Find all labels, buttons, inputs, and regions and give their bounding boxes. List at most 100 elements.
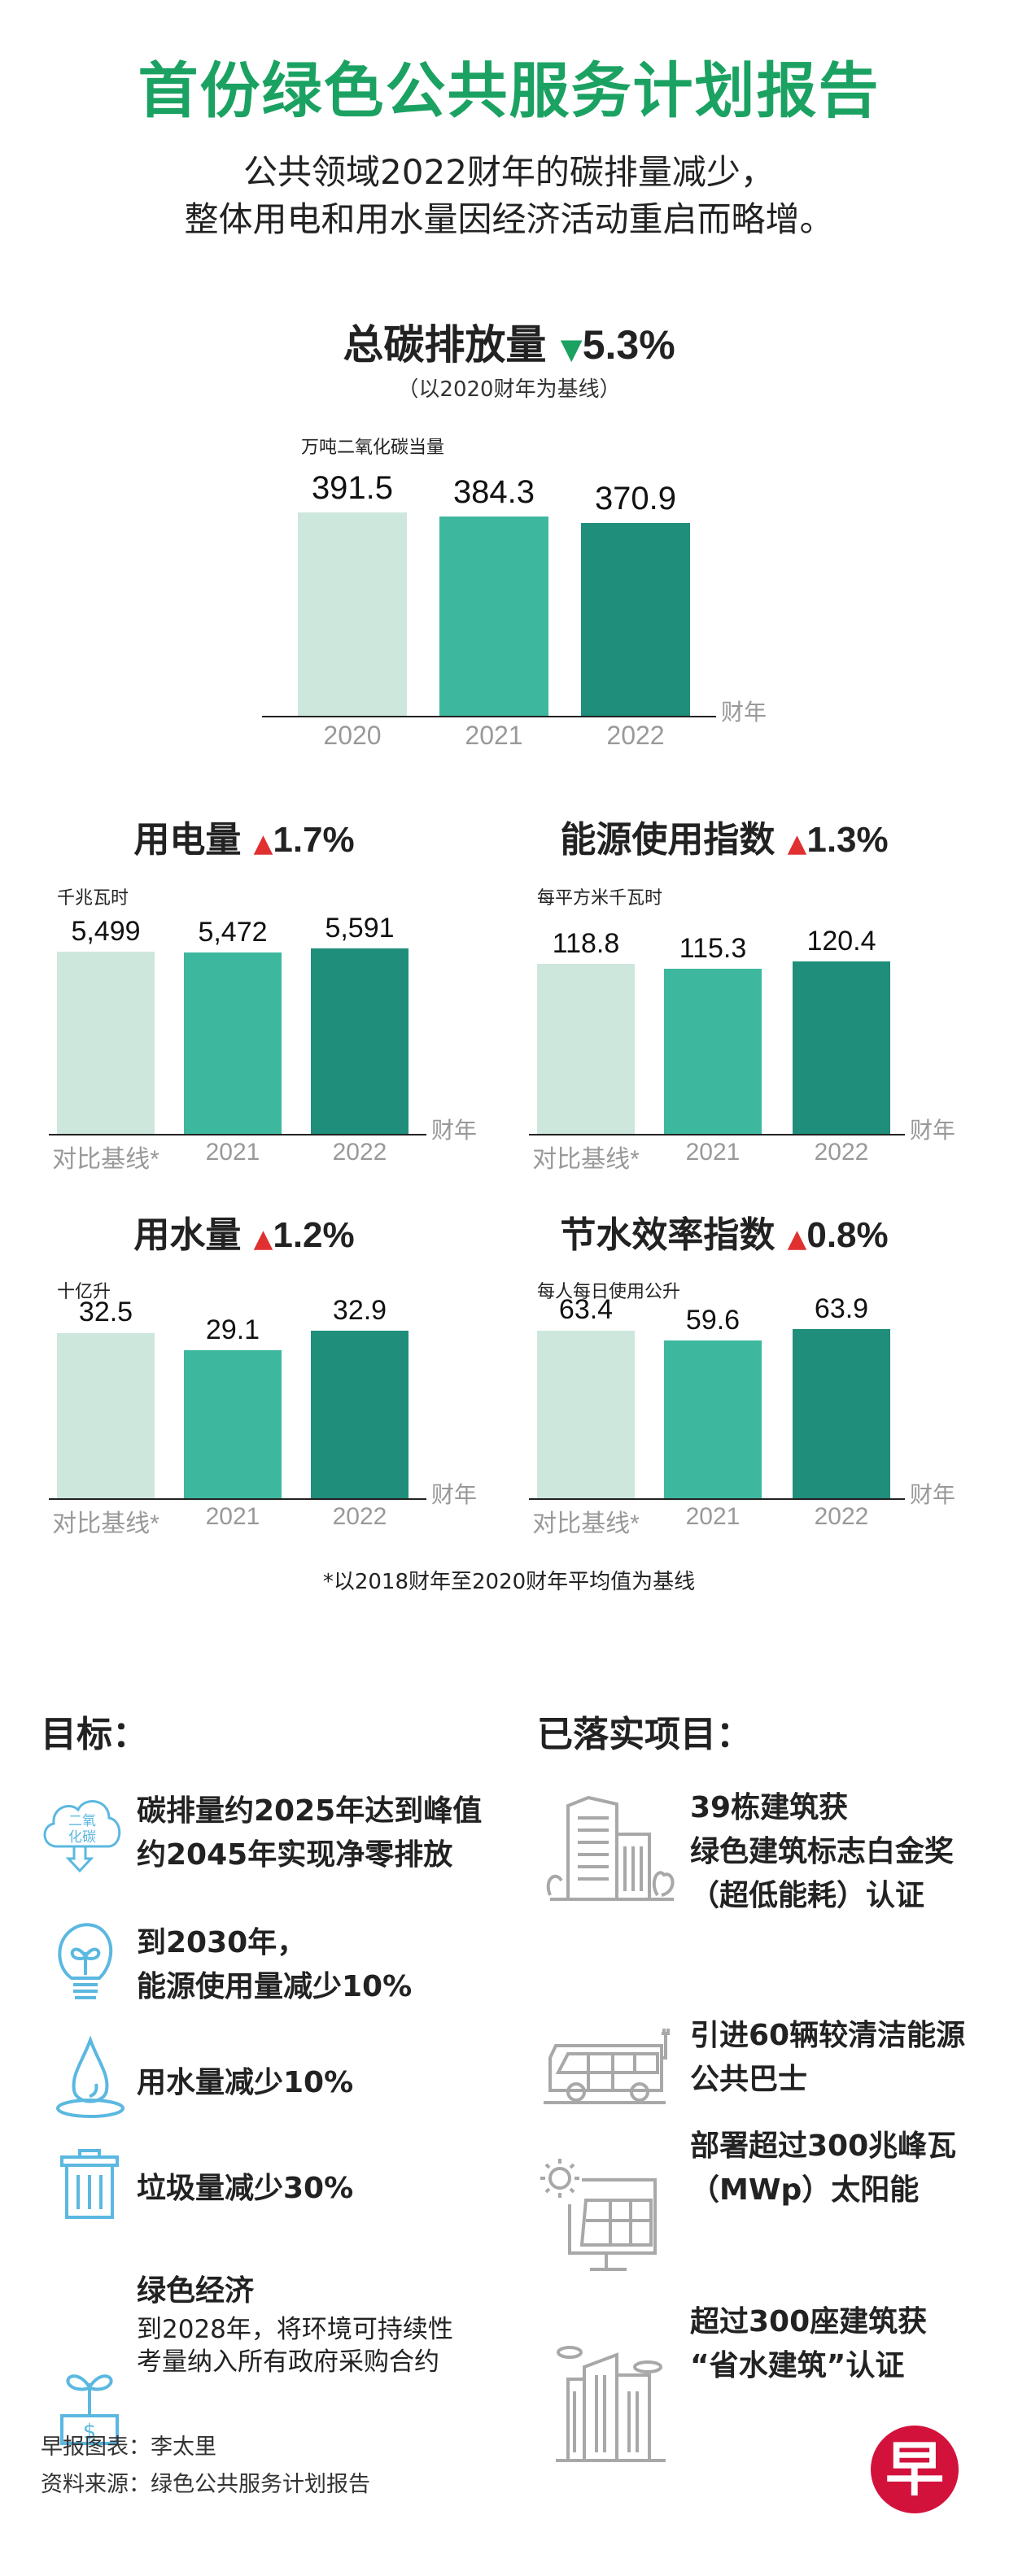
- change-down-icon: ▼: [560, 333, 583, 366]
- x-axis-label: 财年: [721, 699, 767, 726]
- data-label: 5,472: [198, 916, 268, 948]
- x-tick-label: 对比基线*: [52, 1146, 159, 1173]
- chart-title: 用水量: [133, 1214, 242, 1256]
- data-label: 63.9: [814, 1292, 869, 1324]
- bar-对比基线*: [57, 1332, 155, 1498]
- x-tick-label: 2021: [205, 1139, 260, 1166]
- data-label: 5,591: [325, 912, 395, 944]
- x-axis-line: [262, 716, 716, 717]
- x-tick-label: 2022: [606, 721, 665, 750]
- x-tick-label: 2021: [685, 1503, 741, 1530]
- money-plant-icon: $: [60, 2374, 119, 2445]
- chart-unit: 千兆瓦时: [57, 888, 129, 909]
- chart-title-row: 节水效率指数 ▲0.8%: [529, 1205, 920, 1257]
- goal-subtext: 考量纳入所有政府采购合约: [137, 2347, 439, 2377]
- x-tick-label: 2022: [814, 1139, 869, 1166]
- goal-text: 约2045年实现净零排放: [137, 1838, 453, 1872]
- chart-title: 能源使用指数: [560, 819, 776, 861]
- bar-对比基线*: [537, 963, 635, 1134]
- x-tick-label: 2021: [205, 1503, 260, 1530]
- chart-unit: 万吨二氧化碳当量: [301, 438, 445, 458]
- goal-item-water: 用水量减少10%: [137, 2061, 353, 2105]
- data-label: 29.1: [205, 1314, 260, 1345]
- x-axis-label: 财年: [910, 1481, 956, 1508]
- solar-panel-icon: [540, 2159, 657, 2271]
- x-tick-label: 2022: [332, 1503, 387, 1530]
- projects-heading: 已落实项目：: [537, 1714, 752, 1755]
- footer-source: 资料来源：绿色公共服务计划报告: [41, 2472, 370, 2497]
- bar-2021: [184, 952, 282, 1134]
- water-drop-icon: [56, 2035, 125, 2118]
- data-label: 32.5: [78, 1297, 133, 1328]
- x-axis-label: 财年: [910, 1117, 956, 1144]
- x-tick-label: 2022: [814, 1503, 869, 1530]
- change-up-icon: ▲: [787, 1224, 807, 1253]
- data-label: 63.4: [558, 1294, 614, 1326]
- bar-2021: [184, 1349, 282, 1498]
- bar-2021: [664, 1340, 762, 1498]
- goal-item-waste: 垃圾量减少30%: [137, 2167, 353, 2211]
- chart-change: 1.2%: [273, 1215, 355, 1255]
- goal-item-energy: 到2030年， 能源使用量减少10%: [137, 1921, 412, 2009]
- chart-change: 5.3%: [582, 322, 675, 368]
- lightbulb-plant-icon: [58, 1923, 113, 1999]
- x-tick-label: 对比基线*: [52, 1510, 159, 1537]
- goal-text: 能源使用量减少10%: [137, 1970, 413, 2003]
- data-label: 115.3: [679, 932, 747, 964]
- change-up-icon: ▲: [787, 829, 807, 858]
- bar-2020: [298, 512, 407, 716]
- svg-text:$: $: [83, 2420, 97, 2444]
- data-label: 391.5: [311, 470, 394, 506]
- data-label: 118.8: [552, 927, 620, 959]
- chart-title-row: 用水量 ▲1.2%: [49, 1205, 439, 1257]
- data-label: 32.9: [332, 1294, 387, 1326]
- project-item-buses: 引进60辆较清洁能源 公共巴士: [690, 2014, 965, 2102]
- project-text: （MWp）太阳能: [690, 2173, 920, 2207]
- project-text: 公共巴士: [690, 2063, 808, 2096]
- chart-change: 1.7%: [273, 820, 355, 860]
- chart-unit: 十亿升: [57, 1282, 111, 1302]
- buildings-icon: [556, 2346, 666, 2462]
- project-text: 绿色建筑标志白金奖: [690, 1835, 955, 1868]
- data-label: 59.6: [685, 1304, 741, 1336]
- goal-text: 绿色经济: [137, 2274, 255, 2308]
- x-tick-label: 对比基线*: [532, 1146, 640, 1173]
- x-tick-label: 2022: [332, 1139, 387, 1166]
- chart-title: 总碳排放量: [343, 321, 547, 368]
- goal-text: 碳排量约2025年达到峰值: [137, 1794, 483, 1828]
- project-item-buildings: 39栋建筑获 绿色建筑标志白金奖 （超低能耗）认证: [690, 1786, 954, 1918]
- x-tick-label: 2021: [465, 721, 523, 750]
- goal-subtext: 到2028年，将环境可持续性: [137, 2315, 453, 2344]
- trash-bin-icon: [60, 2149, 119, 2219]
- subtitle-line-1: 公共领域2022财年的碳排量减少，: [243, 152, 775, 192]
- x-tick-label: 对比基线*: [532, 1510, 640, 1537]
- goal-text: 到2030年，: [137, 1926, 307, 1959]
- data-label: 384.3: [452, 473, 535, 510]
- goal-item-carbon: 碳排量约2025年达到峰值 约2045年实现净零排放: [137, 1789, 482, 1877]
- co2-icon-text: 化碳: [68, 1829, 96, 1846]
- goal-text: 垃圾量减少30%: [137, 2172, 354, 2205]
- chart-title-row: 能源使用指数 ▲1.3%: [529, 810, 920, 862]
- change-up-icon: ▲: [253, 1224, 273, 1253]
- bar-2022: [793, 961, 890, 1134]
- x-tick-label: 2021: [685, 1139, 741, 1166]
- x-axis-label: 财年: [431, 1117, 478, 1144]
- x-tick-label: 2020: [323, 721, 382, 750]
- goal-text: 用水量减少10%: [137, 2066, 354, 2099]
- change-up-icon: ▲: [253, 829, 273, 858]
- goals-heading: 目标：: [41, 1714, 148, 1755]
- x-axis-line: [529, 1134, 905, 1135]
- project-text: （超低能耗）认证: [690, 1879, 925, 1912]
- chart-title-row: 用电量 ▲1.7%: [49, 810, 439, 862]
- bar-2022: [581, 523, 690, 716]
- project-text: 部署超过300兆峰瓦: [690, 2129, 957, 2163]
- bar-2021: [439, 516, 548, 716]
- x-axis-line: [529, 1498, 905, 1500]
- project-item-water-efficient: 超过300座建筑获 “省水建筑”认证: [690, 2300, 927, 2388]
- project-item-solar: 部署超过300兆峰瓦 （MWp）太阳能: [690, 2125, 956, 2212]
- x-axis-line: [49, 1498, 426, 1500]
- co2-icon-text: 二氧: [68, 1813, 96, 1829]
- chart-title-row: 总碳排放量 ▼5.3%: [0, 312, 1018, 371]
- co2-cloud-icon: 二氧 化碳: [43, 1800, 121, 1873]
- project-text: 超过300座建筑获: [690, 2305, 928, 2338]
